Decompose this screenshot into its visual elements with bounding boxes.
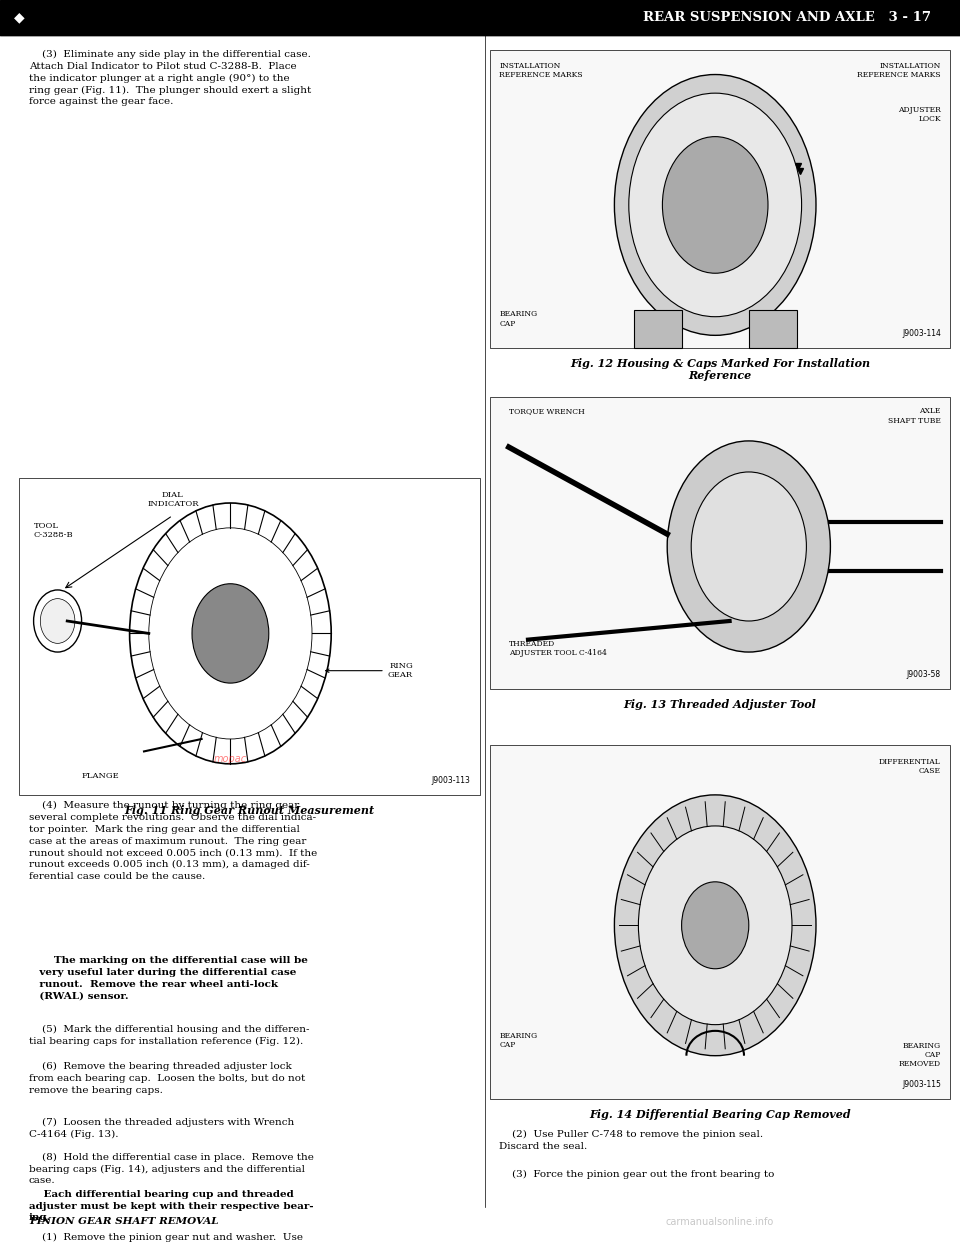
Text: (5)  Mark the differential housing and the differen-
tial bearing caps for insta: (5) Mark the differential housing and th… — [29, 1025, 309, 1046]
Text: J9003-58: J9003-58 — [906, 671, 941, 679]
Text: J9003-114: J9003-114 — [902, 329, 941, 338]
Text: Fig. 14 Differential Bearing Cap Removed: Fig. 14 Differential Bearing Cap Removed — [589, 1109, 851, 1120]
Text: BEARING
CAP: BEARING CAP — [499, 310, 538, 328]
Text: DIAL
INDICATOR: DIAL INDICATOR — [147, 491, 199, 508]
Text: TORQUE WRENCH: TORQUE WRENCH — [509, 407, 585, 415]
Text: Fig. 12 Housing & Caps Marked For Installation
Reference: Fig. 12 Housing & Caps Marked For Instal… — [570, 358, 870, 381]
Bar — [634, 310, 682, 348]
Text: The marking on the differential case will be
 very useful later during the diffe: The marking on the differential case wil… — [29, 956, 307, 1001]
Circle shape — [691, 472, 806, 621]
Text: carmanualsonline.info: carmanualsonline.info — [666, 1217, 774, 1227]
Text: (1)  Remove the pinion gear nut and washer.  Use
Puller C-452 and Wrench C-3281 : (1) Remove the pinion gear nut and washe… — [29, 1233, 302, 1242]
Text: (2)  Use Puller C-748 to remove the pinion seal.
Discard the seal.: (2) Use Puller C-748 to remove the pinio… — [499, 1130, 763, 1151]
Circle shape — [614, 75, 816, 335]
Bar — [490, 397, 950, 689]
Text: THREADED
ADJUSTER TOOL C-4164: THREADED ADJUSTER TOOL C-4164 — [509, 640, 607, 657]
Bar — [490, 745, 950, 1099]
Text: FLANGE: FLANGE — [82, 773, 119, 780]
Text: (8)  Hold the differential case in place.  Remove the
bearing caps (Fig. 14), ad: (8) Hold the differential case in place.… — [29, 1153, 314, 1185]
Text: (4)  Measure the runout by turning the ring gear
several complete revolutions.  : (4) Measure the runout by turning the ri… — [29, 801, 317, 881]
Text: ADJUSTER
LOCK: ADJUSTER LOCK — [898, 106, 941, 123]
Circle shape — [40, 599, 75, 643]
Text: (3)  Force the pinion gear out the front bearing to: (3) Force the pinion gear out the front … — [499, 1170, 775, 1179]
Text: BEARING
CAP
REMOVED: BEARING CAP REMOVED — [899, 1042, 941, 1068]
Circle shape — [629, 93, 802, 317]
Text: (7)  Loosen the threaded adjusters with Wrench
C-4164 (Fig. 13).: (7) Loosen the threaded adjusters with W… — [29, 1118, 294, 1139]
Text: ◆: ◆ — [14, 10, 25, 25]
Circle shape — [662, 137, 768, 273]
Text: TOOL
C-3288-B: TOOL C-3288-B — [34, 522, 73, 539]
Text: (3)  Eliminate any side play in the differential case.
Attach Dial Indicator to : (3) Eliminate any side play in the diffe… — [29, 50, 311, 107]
Circle shape — [34, 590, 82, 652]
Circle shape — [614, 795, 816, 1056]
Bar — [0, 0, 960, 35]
Bar — [749, 310, 797, 348]
Circle shape — [192, 584, 269, 683]
Text: RING
GEAR: RING GEAR — [325, 662, 413, 679]
Text: mopac: mopac — [214, 754, 247, 764]
Text: REAR SUSPENSION AND AXLE   3 - 17: REAR SUSPENSION AND AXLE 3 - 17 — [643, 11, 931, 24]
Text: INSTALLATION
REFERENCE MARKS: INSTALLATION REFERENCE MARKS — [499, 62, 583, 79]
Text: PINION GEAR SHAFT REMOVAL: PINION GEAR SHAFT REMOVAL — [29, 1217, 218, 1226]
Circle shape — [682, 882, 749, 969]
Text: Fig. 11 Ring Gear Runout Measurement: Fig. 11 Ring Gear Runout Measurement — [125, 805, 374, 816]
Text: AXLE
SHAFT TUBE: AXLE SHAFT TUBE — [888, 407, 941, 425]
Text: DIFFERENTIAL
CASE: DIFFERENTIAL CASE — [879, 758, 941, 775]
Text: Each differential bearing cup and threaded
adjuster must be kept with their resp: Each differential bearing cup and thread… — [29, 1190, 313, 1222]
Text: INSTALLATION
REFERENCE MARKS: INSTALLATION REFERENCE MARKS — [857, 62, 941, 79]
Circle shape — [667, 441, 830, 652]
Bar — [19, 478, 480, 795]
Bar — [490, 50, 950, 348]
Text: Fig. 13 Threaded Adjuster Tool: Fig. 13 Threaded Adjuster Tool — [624, 699, 816, 710]
Text: J9003-113: J9003-113 — [432, 776, 470, 785]
Circle shape — [638, 826, 792, 1025]
Text: J9003-115: J9003-115 — [902, 1081, 941, 1089]
Text: (6)  Remove the bearing threaded adjuster lock
from each bearing cap.  Loosen th: (6) Remove the bearing threaded adjuster… — [29, 1062, 305, 1094]
Text: BEARING
CAP: BEARING CAP — [499, 1032, 538, 1049]
